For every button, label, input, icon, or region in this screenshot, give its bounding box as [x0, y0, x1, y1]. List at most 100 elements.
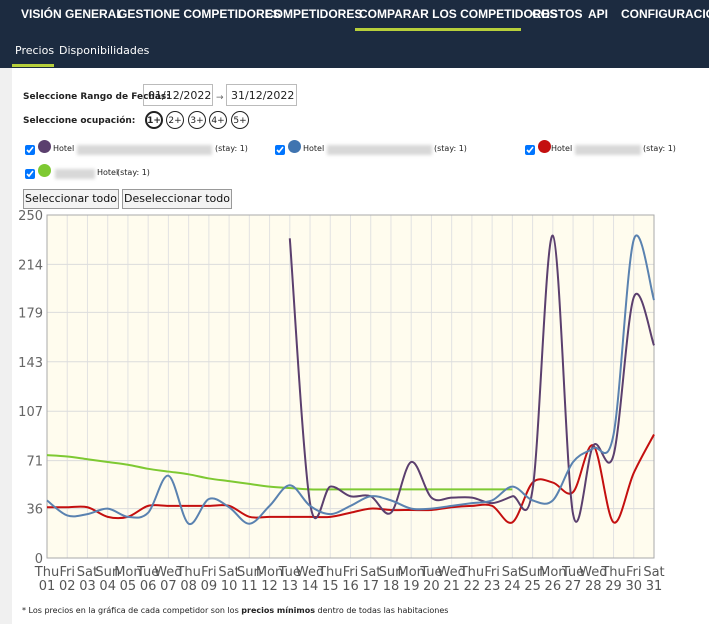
x-tick-label: Mon: [256, 565, 283, 580]
x-tick-label: 23: [484, 579, 501, 594]
x-tick-label: Wed: [296, 565, 324, 580]
checkbox[interactable]: [525, 145, 535, 155]
select-all-button[interactable]: Seleccionar todo: [23, 189, 119, 209]
y-tick-label: 0: [35, 552, 43, 567]
nav-item[interactable]: COMPETIDORES: [265, 7, 363, 21]
subnav-item[interactable]: Disponibilidades: [59, 44, 150, 57]
hotel-toggle: Hotel (stay: 1): [275, 140, 505, 160]
x-tick-label: 27: [565, 579, 582, 594]
hotel-toggle: Hotel (stay: 1): [25, 164, 225, 184]
footnote: * Los precios en la gráfica de cada comp…: [22, 606, 448, 615]
x-tick-label: 05: [120, 579, 137, 594]
x-tick-label: Thu: [317, 565, 342, 580]
x-tick-label: Fri: [201, 565, 217, 580]
x-tick-label: 21: [443, 579, 460, 594]
x-tick-label: Thu: [459, 565, 484, 580]
hotel-label: Hotel: [303, 144, 325, 153]
x-tick-label: Wed: [437, 565, 465, 580]
date-input[interactable]: 31/12/2022: [226, 84, 297, 106]
occupancy-option[interactable]: 1+: [145, 111, 163, 129]
color-dot: [38, 140, 51, 153]
nav-item[interactable]: COSTOS: [532, 7, 583, 21]
occupancy-option[interactable]: 3+: [188, 111, 206, 129]
x-tick-label: 25: [524, 579, 541, 594]
x-tick-label: Sat: [77, 565, 98, 580]
x-tick-label: 31: [646, 579, 663, 594]
x-tick-label: 15: [322, 579, 339, 594]
x-tick-label: 04: [99, 579, 116, 594]
x-tick-label: Tue: [419, 565, 442, 580]
x-tick-label: Sun: [237, 565, 262, 580]
nav-item[interactable]: CONFIGURACIÓN: [621, 7, 709, 21]
x-tick-label: Fri: [59, 565, 75, 580]
x-tick-label: Wed: [579, 565, 607, 580]
x-tick-label: 10: [221, 579, 238, 594]
sidebar-strip: [0, 68, 12, 624]
color-dot: [288, 140, 301, 153]
x-tick-label: 11: [241, 579, 258, 594]
y-tick-label: 250: [18, 209, 43, 224]
hotel-label: Hotel: [97, 168, 119, 177]
x-tick-label: Sun: [520, 565, 545, 580]
x-tick-label: 03: [79, 579, 96, 594]
x-tick-label: Mon: [114, 565, 141, 580]
series-line: [46, 454, 513, 491]
x-tick-label: 17: [362, 579, 379, 594]
series-line: [47, 434, 655, 524]
x-tick-label: Mon: [397, 565, 424, 580]
x-tick-label: Sat: [218, 565, 239, 580]
series-line: [288, 234, 655, 523]
x-tick-label: 08: [180, 579, 197, 594]
x-tick-label: Thu: [34, 565, 59, 580]
x-tick-label: 24: [504, 579, 521, 594]
subnav-item[interactable]: Precios: [15, 44, 55, 57]
redacted: [77, 145, 212, 155]
nav-item[interactable]: GESTIONE COMPETIDORES: [118, 7, 281, 21]
x-tick-label: Thu: [600, 565, 625, 580]
occupancy-option[interactable]: 2+: [166, 111, 184, 129]
x-tick-label: Tue: [561, 565, 584, 580]
y-tick-label: 107: [18, 405, 43, 420]
y-tick-label: 179: [18, 306, 43, 321]
checkbox[interactable]: [25, 145, 35, 155]
y-tick-label: 214: [18, 258, 43, 273]
footnote-text: dentro de todas las habitaciones: [315, 606, 449, 615]
date-input[interactable]: 01/12/2022: [143, 84, 213, 106]
x-tick-label: Tue: [278, 565, 301, 580]
x-tick-label: Sat: [502, 565, 523, 580]
checkbox[interactable]: [25, 169, 35, 179]
x-tick-label: 18: [383, 579, 400, 594]
x-tick-label: 12: [261, 579, 278, 594]
x-tick-label: 09: [201, 579, 218, 594]
x-tick-label: Sat: [360, 565, 381, 580]
x-tick-label: 01: [39, 579, 56, 594]
chart: 03671107143179214250Thu01Fri02Sat03Sun04…: [18, 209, 664, 594]
hotel-toggle: Hotel (stay: 1): [525, 140, 705, 160]
redacted: [327, 145, 432, 155]
hotel-stay: (stay: 1): [117, 168, 150, 177]
x-tick-label: 22: [464, 579, 481, 594]
hotel-toggle: Hotel (stay: 1): [25, 140, 255, 160]
footnote-text: * Los precios en la gráfica de cada comp…: [22, 606, 242, 615]
x-tick-label: Tue: [136, 565, 159, 580]
nav-item[interactable]: API: [588, 7, 609, 21]
hotel-stay: (stay: 1): [643, 144, 676, 153]
footnote-bold: precios mínimos: [241, 606, 316, 615]
x-tick-label: Sun: [379, 565, 404, 580]
occupancy-option[interactable]: 5+: [231, 111, 249, 129]
checkbox[interactable]: [275, 145, 285, 155]
hotel-stay: (stay: 1): [215, 144, 248, 153]
x-tick-label: Wed: [154, 565, 182, 580]
x-tick-label: 14: [302, 579, 319, 594]
arrow: →: [216, 93, 224, 103]
redacted: [55, 169, 95, 179]
nav-item[interactable]: COMPARAR LOS COMPETIDORES: [359, 7, 558, 21]
deselect-all-button[interactable]: Deseleccionar todo: [122, 189, 232, 209]
active-indicator: [355, 28, 521, 31]
nav-item[interactable]: VISIÓN GENERAL: [21, 7, 124, 21]
occupancy-option[interactable]: 4+: [209, 111, 227, 129]
color-dot: [538, 140, 551, 153]
x-tick-label: Sat: [643, 565, 664, 580]
y-tick-label: 71: [26, 455, 43, 470]
